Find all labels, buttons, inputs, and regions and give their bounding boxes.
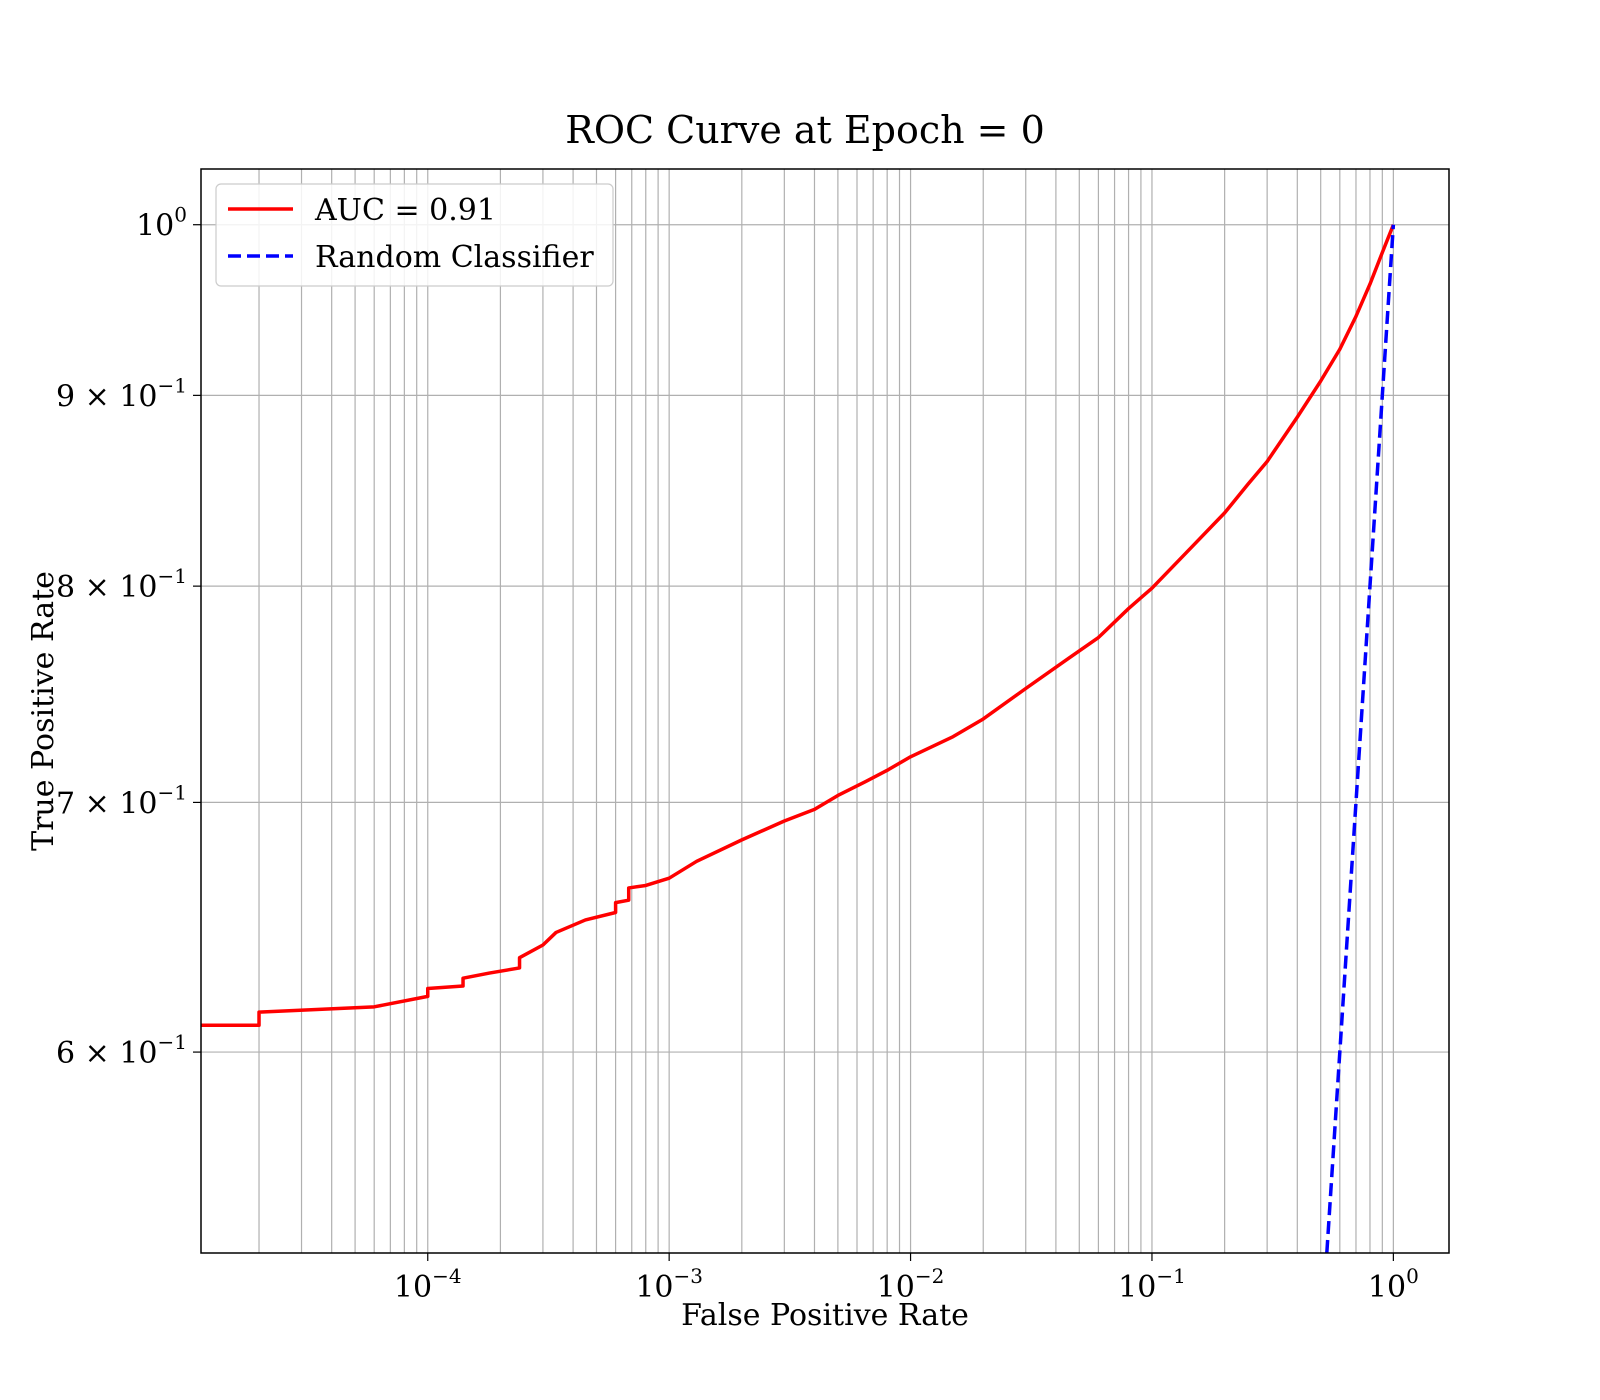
series-layer bbox=[201, 224, 1396, 1253]
x-axis-ticks: 10−4 10−3 10−2 10−1 100 bbox=[394, 1253, 1419, 1305]
legend-label-random-classifier: Random Classifier bbox=[315, 240, 594, 275]
x-tick-label: 10−4 bbox=[394, 1264, 462, 1305]
legend: AUC = 0.91 Random Classifier bbox=[215, 183, 614, 287]
random-classifier-line bbox=[1325, 224, 1396, 1253]
roc-curve-line bbox=[201, 224, 1395, 1028]
y-tick-label: 8 × 10−1 bbox=[56, 564, 187, 605]
y-tick-label: 100 bbox=[136, 203, 187, 244]
legend-label-auc: AUC = 0.91 bbox=[314, 193, 496, 228]
y-axis-label: True Positive Rate bbox=[26, 571, 61, 851]
y-tick-label: 7 × 10−1 bbox=[56, 780, 187, 821]
x-tick-label: 100 bbox=[1368, 1264, 1419, 1305]
plot-frame bbox=[200, 168, 1450, 1254]
y-tick-label: 6 × 10−1 bbox=[56, 1030, 187, 1071]
x-tick-label: 10−3 bbox=[635, 1264, 703, 1305]
x-tick-label: 10−2 bbox=[877, 1264, 945, 1305]
y-tick-label: 9 × 10−1 bbox=[56, 373, 187, 414]
x-axis-label: False Positive Rate bbox=[681, 1298, 969, 1333]
grid bbox=[201, 169, 1449, 1253]
chart-title: ROC Curve at Epoch = 0 bbox=[565, 108, 1045, 152]
x-tick-label: 10−1 bbox=[1118, 1264, 1186, 1305]
y-axis-ticks: 100 9 × 10−1 8 × 10−1 7 × 10−1 6 × 10−1 bbox=[56, 203, 201, 1071]
legend-box bbox=[215, 183, 614, 287]
